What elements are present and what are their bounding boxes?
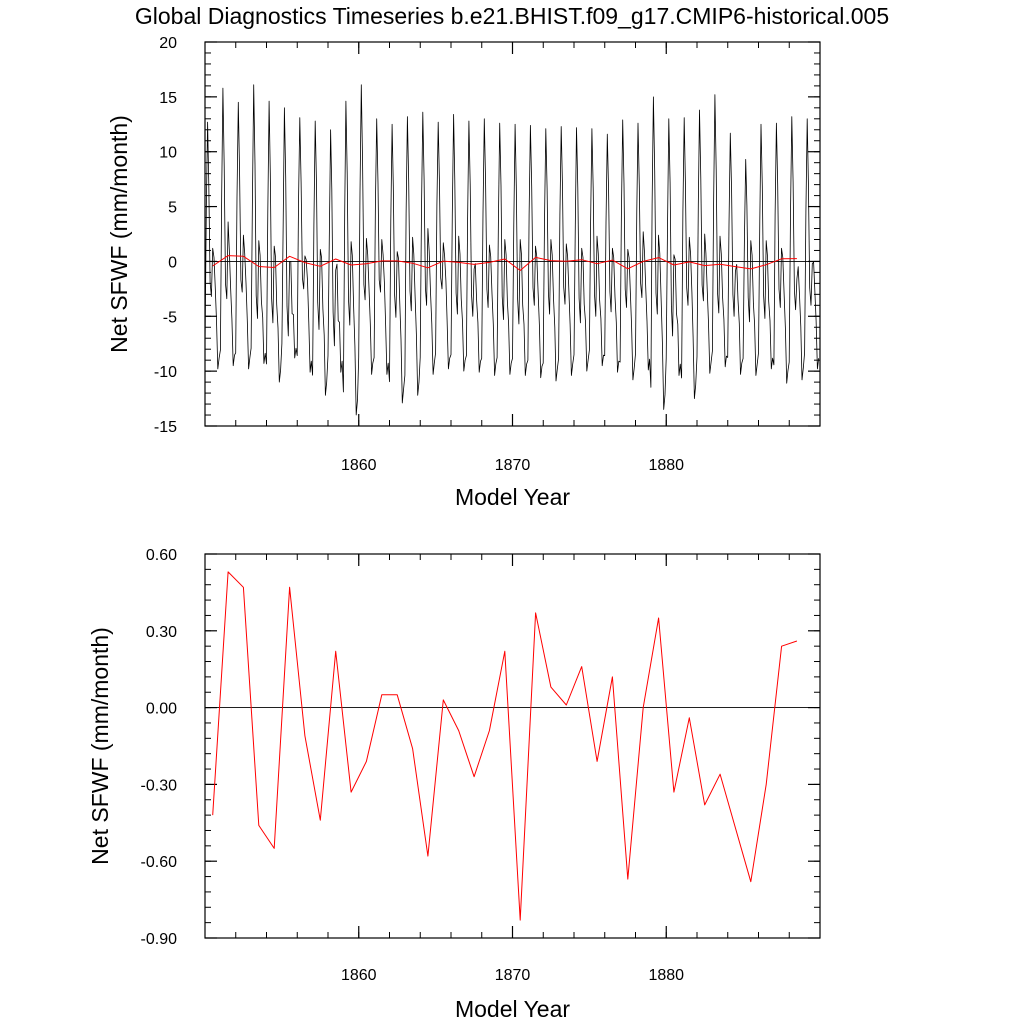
plot-frame xyxy=(204,41,821,427)
y-axis-label: Net SFWF (mm/month) xyxy=(106,115,132,353)
annual-mean-series-line xyxy=(212,571,798,921)
y-tick-label: 10 xyxy=(159,145,177,162)
y-tick-label: 0.30 xyxy=(146,624,177,641)
bottom-panel: 1860 1870 1880 0.60 0.30 0.00 -0.30 -0.60 -0.90 M… xyxy=(87,547,821,1022)
monthly-series-line xyxy=(204,84,820,416)
x-axis-label: Model Year xyxy=(455,996,570,1022)
x-axis-label: Model Year xyxy=(455,484,570,510)
y-tick-label: -0.90 xyxy=(141,931,178,948)
y-tick-label: 5 xyxy=(168,200,177,217)
y-tick-label: -0.60 xyxy=(141,854,178,871)
figure-title: Global Diagnostics Timeseries b.e21.BHIS… xyxy=(135,3,889,29)
annual-mean-series-line xyxy=(212,255,797,271)
y-tick-label: -5 xyxy=(163,309,177,326)
x-tick-label: 1870 xyxy=(495,457,531,474)
plot-frame xyxy=(204,553,821,939)
y-tick-label: -10 xyxy=(154,364,177,381)
y-tick-label: 0.60 xyxy=(146,547,177,564)
x-tick-label: 1880 xyxy=(648,457,684,474)
y-axis-label: Net SFWF (mm/month) xyxy=(87,627,113,865)
y-tick-label: 0.00 xyxy=(146,701,177,718)
top-panel: 1860 1870 1880 20 15 10 5 0 -5 -10 -15 Model Year Ne… xyxy=(106,35,821,510)
y-tick-label: -15 xyxy=(154,419,177,436)
y-tick-label: 0 xyxy=(168,254,177,271)
x-tick-label: 1860 xyxy=(341,967,377,984)
x-tick-label: 1880 xyxy=(648,967,684,984)
x-tick-label: 1860 xyxy=(341,457,377,474)
x-tick-label: 1870 xyxy=(495,967,531,984)
y-tick-label: 20 xyxy=(159,35,177,52)
y-tick-label: -0.30 xyxy=(141,777,178,794)
y-tick-label: 15 xyxy=(159,90,177,107)
